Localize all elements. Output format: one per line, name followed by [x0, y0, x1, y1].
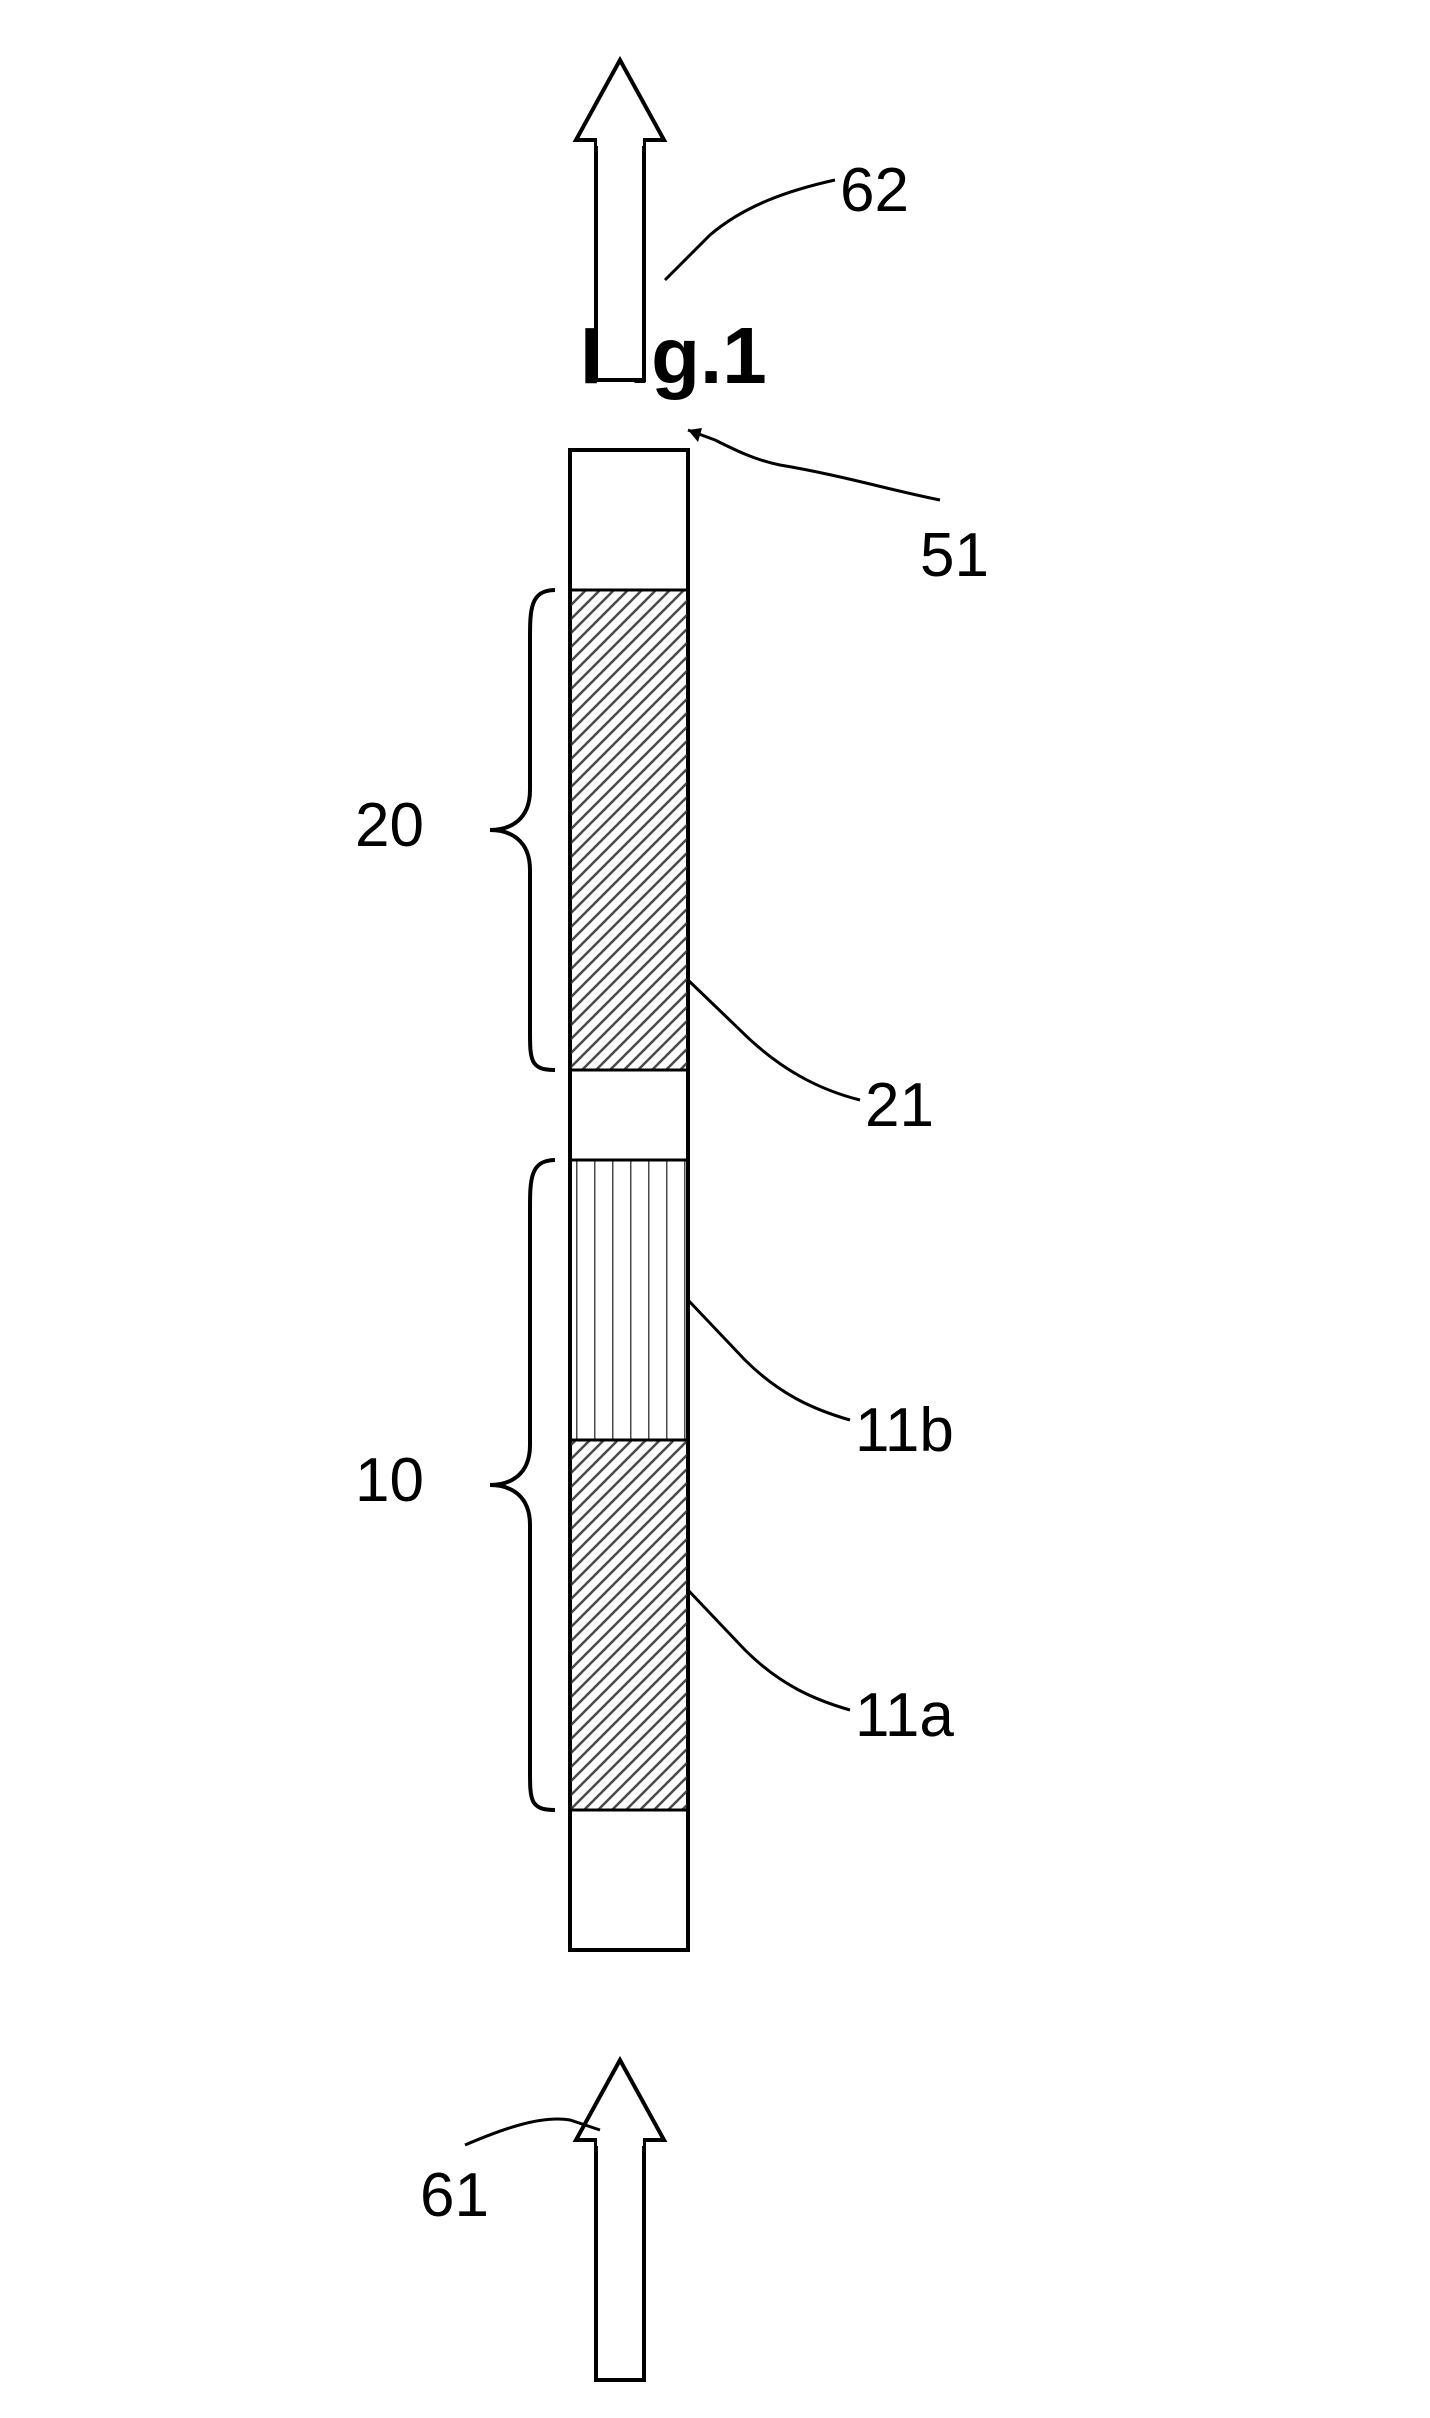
part-21-rect [570, 590, 688, 1070]
leader-11a [688, 1590, 850, 1710]
leader-62 [665, 180, 835, 280]
leader-11b [688, 1300, 850, 1420]
leader-51 [688, 430, 940, 500]
part-11a-rect [570, 1440, 688, 1810]
part-11b-rect [570, 1160, 688, 1440]
brace-10 [490, 1160, 555, 1810]
arrow-62 [576, 60, 664, 380]
leader-51-head [688, 428, 702, 442]
diagram-svg [0, 0, 1430, 2418]
arrow-61 [576, 2060, 664, 2380]
brace-20 [490, 590, 555, 1070]
leader-21 [688, 980, 860, 1100]
